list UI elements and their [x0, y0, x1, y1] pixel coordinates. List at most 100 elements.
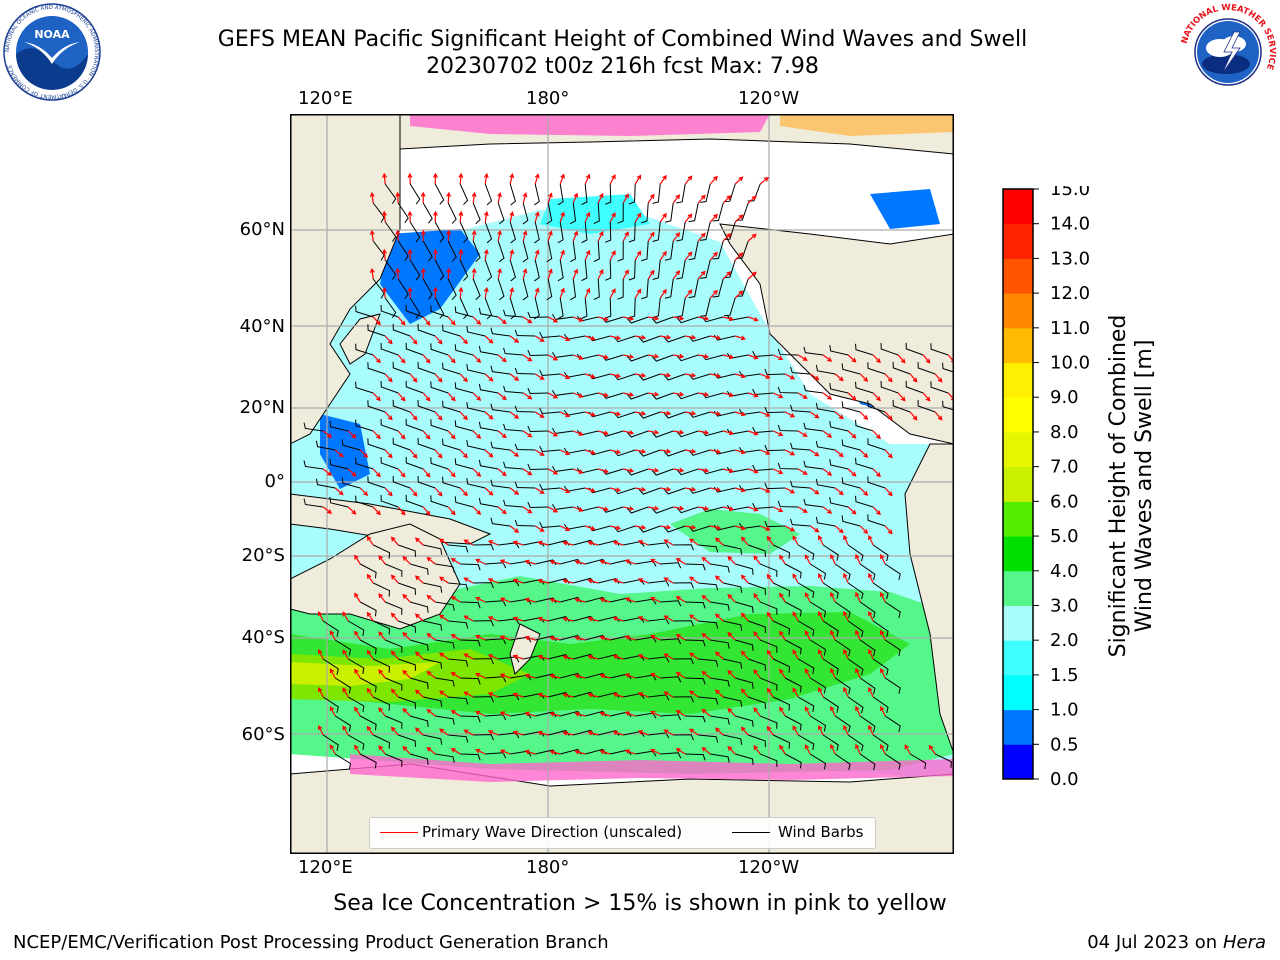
wave-direction-arrow	[714, 727, 724, 736]
wave-direction-arrow	[612, 692, 624, 698]
wave-direction-arrow	[779, 592, 786, 603]
colorbar-label-line2: Wind Waves and Swell [m]	[1132, 340, 1157, 633]
wind-barb	[478, 421, 499, 432]
wind-barb	[509, 221, 517, 244]
wave-direction-arrow	[847, 354, 857, 363]
wind-barb	[652, 183, 661, 204]
wind-barb	[797, 544, 815, 561]
wave-direction-arrow	[439, 576, 449, 584]
wind-barb	[651, 354, 674, 362]
colorbar-segment	[1003, 223, 1033, 259]
wind-barb	[803, 346, 824, 356]
wave-direction-arrow	[390, 726, 399, 736]
wave-direction-arrow	[559, 525, 571, 532]
wave-direction-arrow	[797, 430, 808, 437]
wave-direction-arrow	[354, 744, 361, 755]
wind-barb	[384, 259, 397, 280]
wave-direction-arrow	[390, 536, 399, 546]
wind-barb	[676, 221, 686, 242]
wave-direction-arrow	[740, 574, 749, 584]
wave-direction-arrow	[512, 730, 524, 736]
colorbar-tick-label: 10.0	[1050, 353, 1090, 374]
wave-direction-arrow	[458, 172, 464, 185]
wave-direction-arrow	[734, 252, 744, 261]
wave-direction-arrow	[475, 672, 486, 679]
wave-direction-arrow	[463, 691, 474, 698]
wind-barb	[638, 373, 661, 381]
wind-barb	[442, 362, 461, 375]
wind-barb	[598, 578, 620, 584]
colorbar-segment	[1003, 709, 1033, 745]
wave-direction-arrow	[382, 172, 387, 185]
wave-direction-arrow	[422, 392, 431, 402]
wind-barb	[460, 677, 481, 685]
wave-direction-arrow	[446, 191, 452, 204]
wave-direction-arrow	[609, 288, 616, 299]
wind-barb	[460, 639, 481, 647]
wind-barb	[466, 325, 486, 337]
wind-barb	[809, 563, 827, 580]
wind-barb	[735, 753, 754, 765]
wind-barb	[334, 677, 352, 694]
wind-barb	[834, 601, 851, 619]
wave-direction-arrow	[822, 468, 833, 476]
wind-barb	[355, 495, 374, 508]
legend-wave-line	[380, 832, 418, 833]
colorbar-tick-label: 3.0	[1050, 595, 1079, 616]
wave-direction-arrow	[347, 430, 357, 439]
map-legend: Primary Wave Direction (unscaled) Wind B…	[369, 817, 876, 849]
wind-barb	[384, 183, 397, 204]
wave-direction-arrow	[766, 611, 774, 622]
wind-barb	[688, 240, 699, 261]
wave-direction-arrow	[748, 506, 759, 512]
wave-direction-arrow	[487, 540, 499, 546]
wave-direction-arrow	[584, 287, 591, 299]
wave-direction-arrow	[663, 729, 674, 736]
wind-barb	[484, 259, 493, 282]
wind-barb	[557, 183, 564, 206]
wind-barb	[917, 399, 936, 413]
wave-direction-arrow	[610, 525, 622, 531]
wave-direction-arrow	[766, 687, 774, 698]
wave-direction-arrow	[637, 692, 649, 698]
wind-barb	[613, 449, 636, 457]
wave-direction-arrow	[547, 506, 559, 513]
wind-barb	[710, 563, 730, 573]
wind-barb	[322, 696, 339, 713]
wave-direction-arrow	[784, 449, 796, 456]
wave-direction-arrow	[784, 373, 796, 380]
wind-barb	[473, 696, 494, 703]
wave-direction-arrow	[585, 373, 596, 379]
wave-direction-arrow	[497, 354, 507, 363]
wind-barb	[685, 601, 706, 609]
wind-barb	[784, 563, 802, 579]
wave-direction-arrow	[598, 354, 609, 360]
wind-barb	[435, 753, 455, 763]
wind-barb	[434, 297, 445, 319]
wave-direction-arrow	[497, 392, 507, 401]
wave-direction-arrow	[463, 653, 474, 660]
wind-barb	[829, 497, 849, 508]
wave-direction-arrow	[723, 354, 735, 360]
colorbar-tick-label: 5.0	[1050, 526, 1079, 547]
wave-direction-arrow	[834, 525, 844, 534]
wave-direction-arrow	[817, 534, 824, 546]
wave-direction-arrow	[672, 194, 681, 204]
wave-direction-arrow	[378, 555, 386, 565]
wind-barb	[385, 753, 403, 767]
wind-barb	[641, 240, 649, 262]
wave-direction-arrow	[753, 593, 761, 603]
wind-barb	[490, 365, 511, 375]
wind-barb	[341, 439, 361, 451]
wave-direction-arrow	[650, 558, 661, 565]
wind-barb	[884, 639, 901, 656]
wind-barb	[834, 639, 851, 657]
wind-barb	[581, 183, 588, 206]
wind-barb	[359, 639, 377, 655]
wave-direction-arrow	[522, 316, 533, 324]
lat-label-20s: 20°S	[241, 545, 285, 566]
wave-direction-arrow	[660, 524, 672, 530]
wave-direction-arrow	[599, 559, 611, 565]
wave-direction-arrow	[585, 411, 596, 417]
wave-direction-arrow	[766, 649, 774, 660]
